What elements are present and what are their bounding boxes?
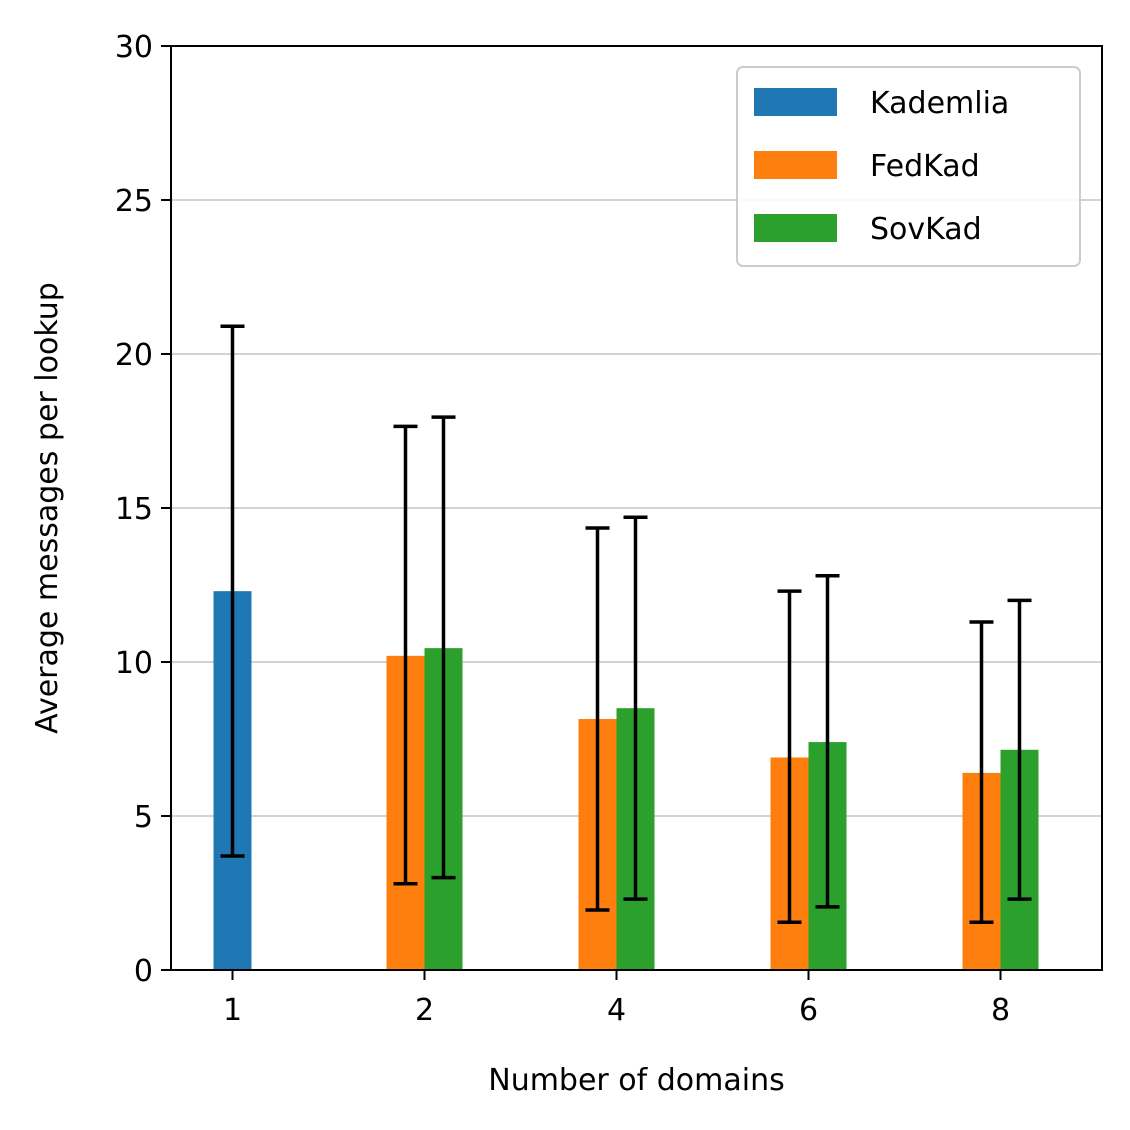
grid-lines [171,199,1102,817]
y-tick-label: 30 [115,30,153,65]
legend-swatch-kademlia [754,88,837,116]
error-bars [220,324,1032,925]
legend-label-fedkad: FedKad [870,149,980,184]
legend: Kademlia FedKad SovKad [736,66,1081,267]
x-tick-label: 8 [991,993,1010,1028]
y-tick-label: 0 [134,954,153,989]
x-tick-label: 4 [607,993,626,1028]
y-axis-label: Average messages per lookup [30,282,65,734]
x-axis-ticks: 1 2 4 6 8 [223,970,1010,1028]
y-tick-label: 15 [115,492,153,527]
x-axis-label: Number of domains [488,1063,784,1098]
legend-label-sovkad: SovKad [870,212,982,247]
y-tick-label: 25 [115,184,153,219]
legend-swatch-sovkad [754,214,837,242]
x-tick-label: 6 [799,993,818,1028]
y-tick-label: 10 [115,646,153,681]
bars [213,591,1039,970]
legend-label-kademlia: Kademlia [870,86,1009,121]
x-tick-label: 1 [223,993,242,1028]
x-tick-label: 2 [415,993,434,1028]
legend-swatch-fedkad [754,151,837,179]
y-tick-label: 20 [115,338,153,373]
y-tick-label: 5 [134,800,153,835]
y-axis-ticks: 0 5 10 15 20 25 30 [115,30,171,989]
